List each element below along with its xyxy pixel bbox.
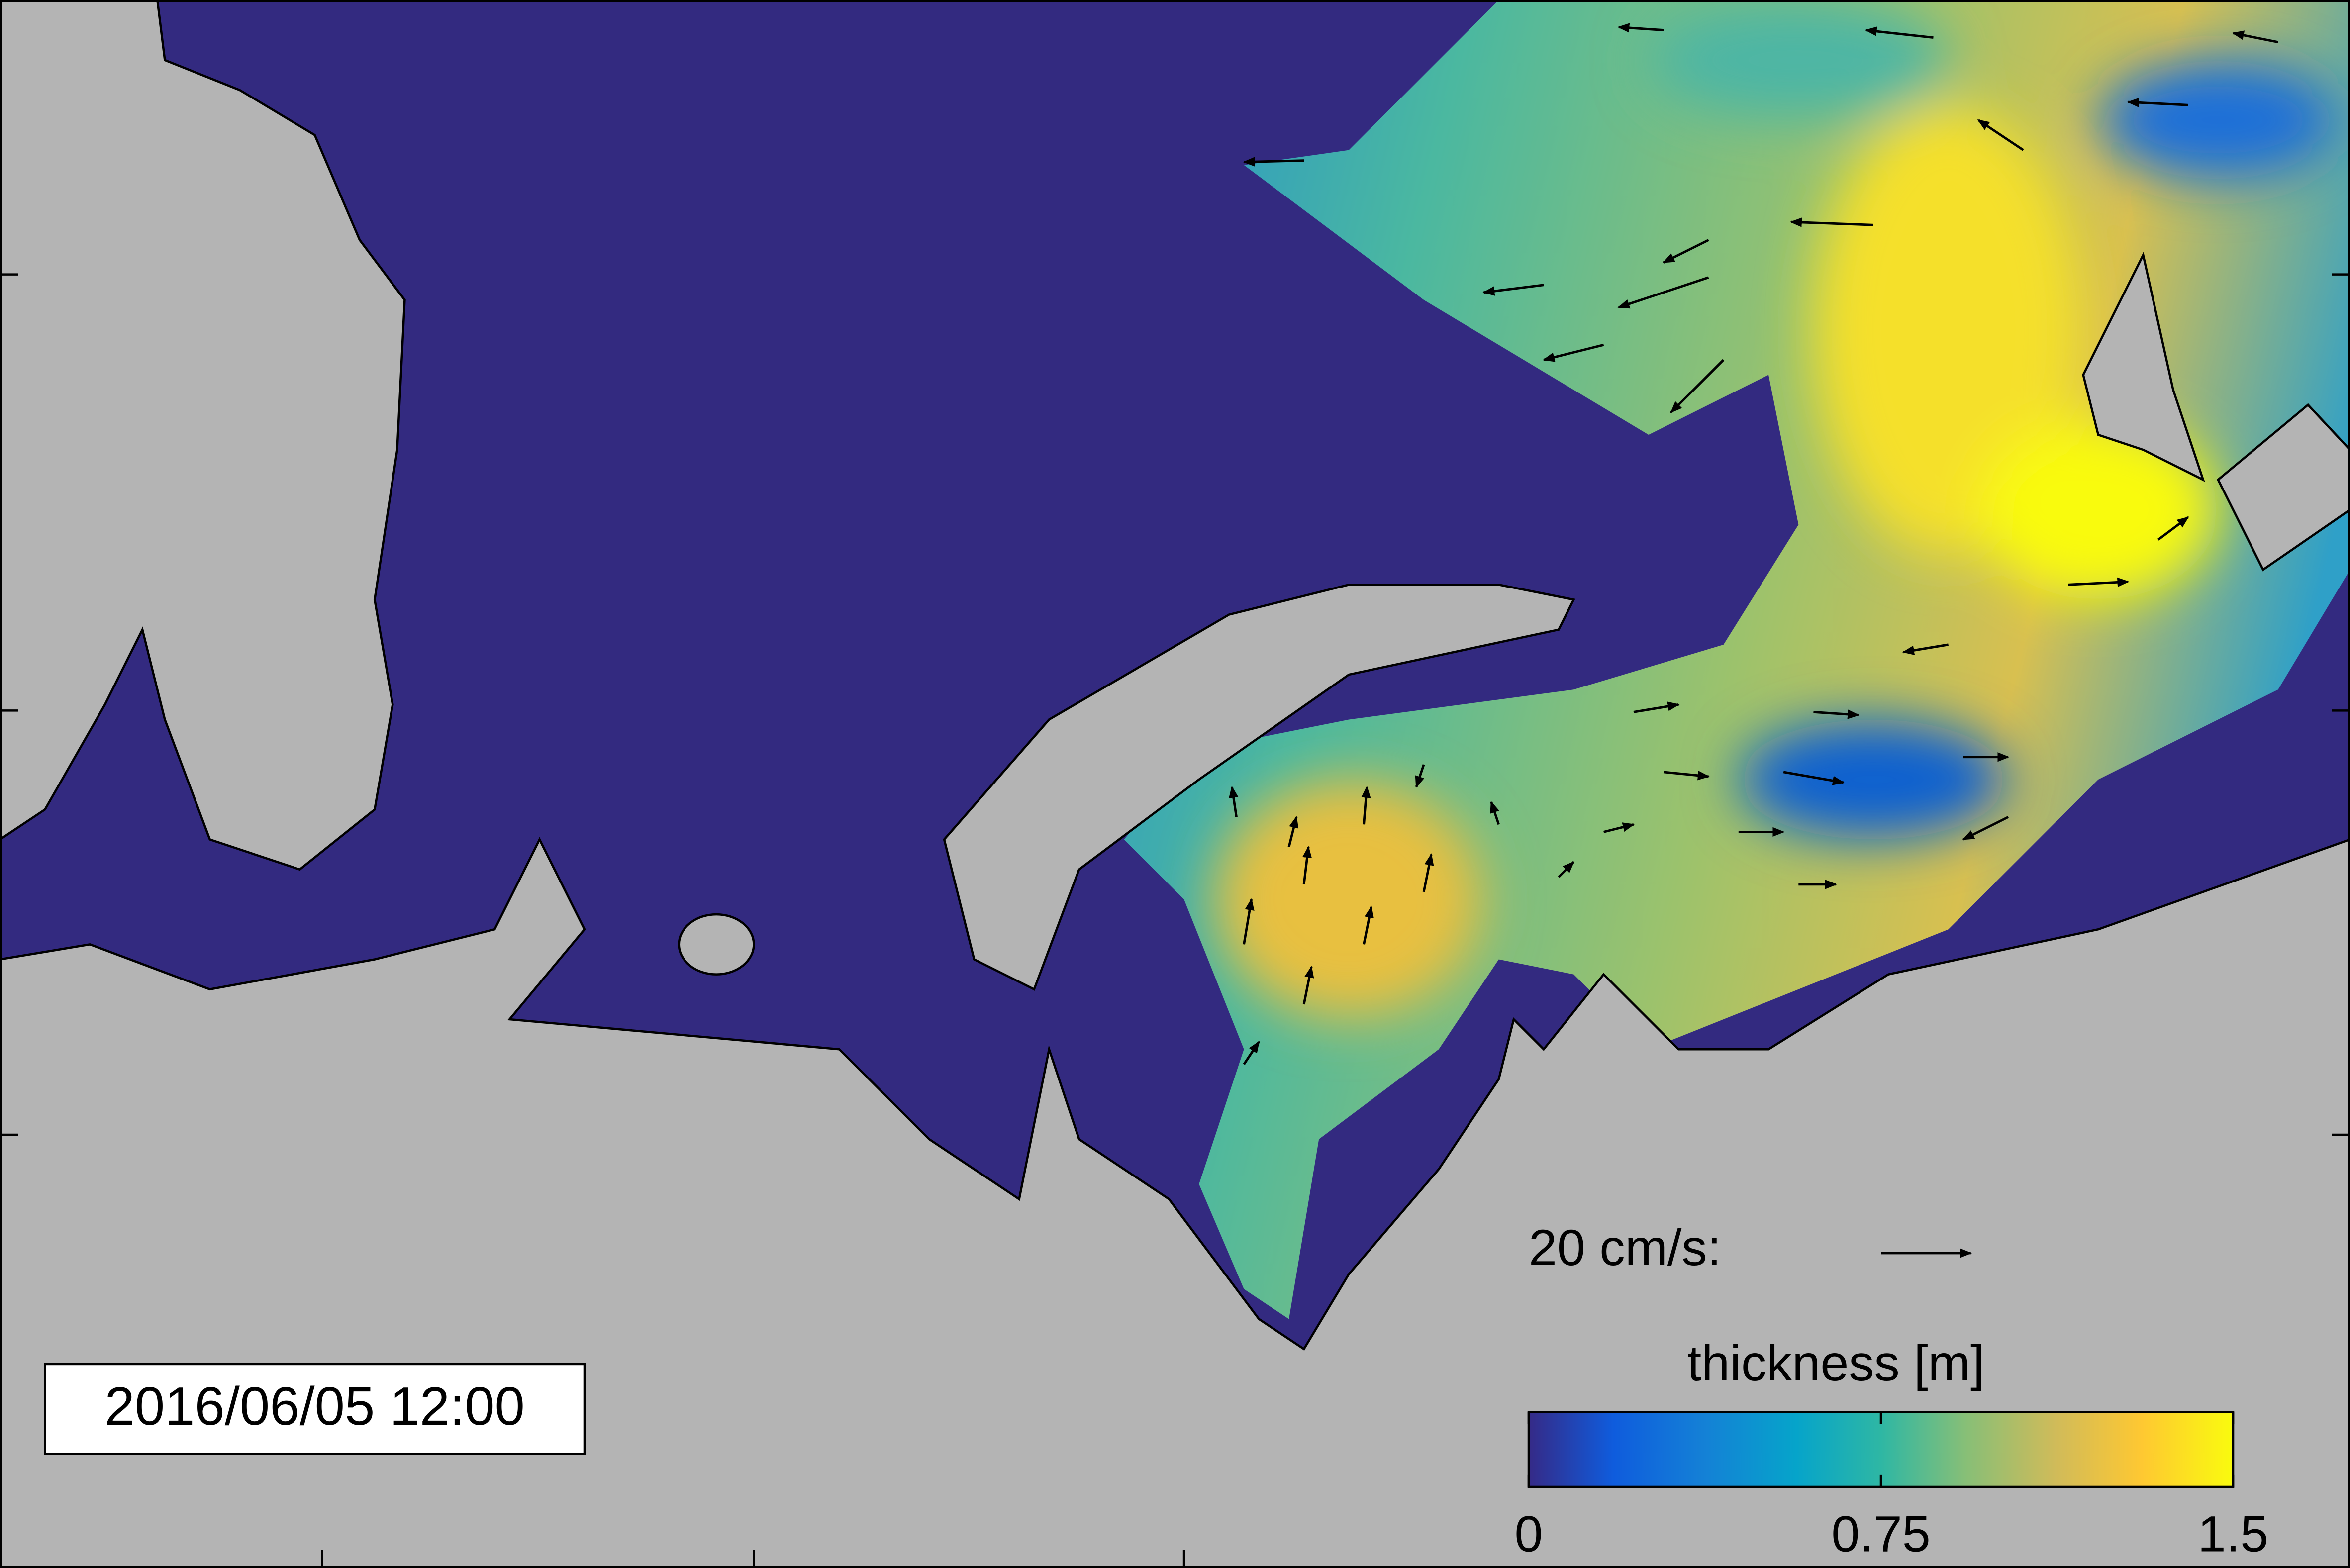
colorbar-tick-label: 0.75	[1831, 1505, 1930, 1562]
timestamp-box	[44, 1363, 586, 1455]
colorbar-tick-label: 0	[1515, 1505, 1543, 1562]
timestamp: 2016/06/05 12:00	[105, 1376, 525, 1436]
colorbar-title: thickness [m]	[1687, 1334, 1985, 1391]
colorbar	[1527, 1411, 2235, 1488]
reference-arrow-label: 20 cm/s:	[1529, 1219, 1721, 1276]
ice-field	[1124, 0, 2350, 1568]
colorbar-ticks: 0 0.75 1.5	[1515, 1412, 2268, 1562]
drift-arrows	[1229, 23, 2278, 1065]
colorbar-tick-label: 1.5	[2198, 1505, 2268, 1562]
